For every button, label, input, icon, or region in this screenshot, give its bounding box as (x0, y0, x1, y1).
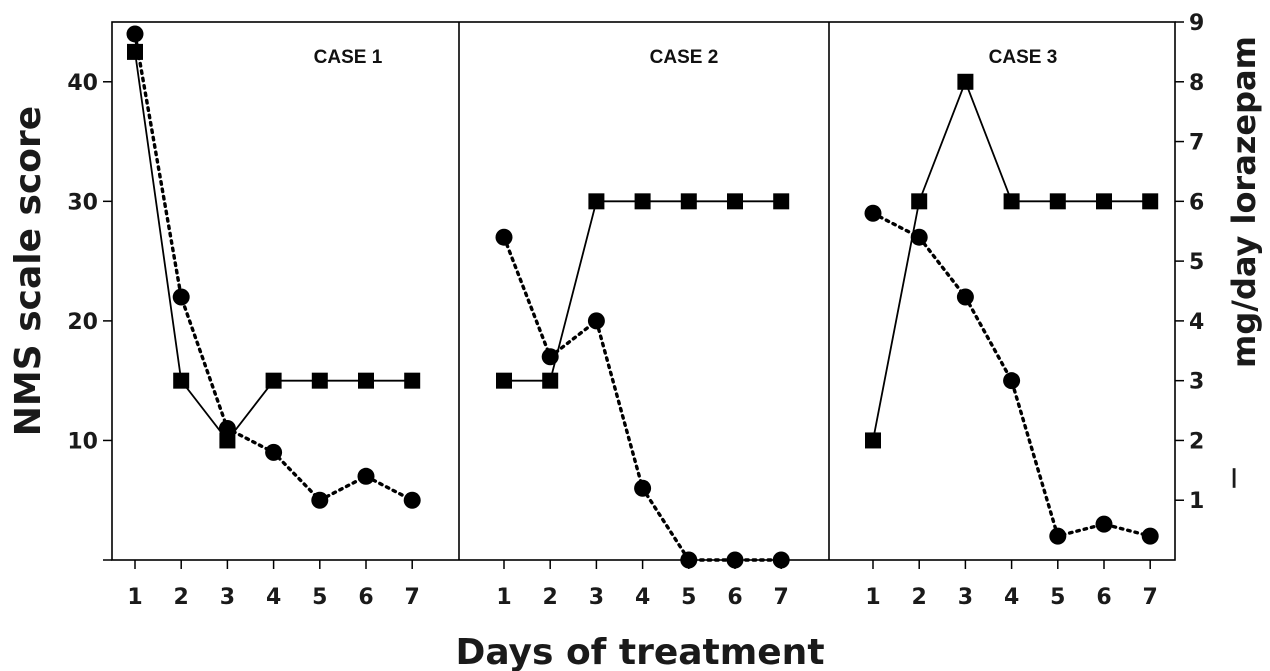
x-tick-label: 1 (865, 585, 880, 610)
lorazepam-point (173, 372, 190, 389)
panel-title-case-1: CASE 1 (314, 47, 383, 68)
y-right-tick-label: 7 (1189, 131, 1204, 156)
nms-point (956, 288, 974, 306)
lorazepam-point (727, 193, 743, 210)
x-tick-label: 4 (1004, 585, 1019, 610)
lorazepam-point (404, 372, 421, 389)
lorazepam-point (865, 432, 881, 449)
nms-point (403, 491, 421, 509)
nms-line-case-2 (502, 235, 783, 562)
nms-point (772, 551, 790, 569)
nms-point (172, 288, 190, 306)
lorazepam-point (127, 43, 143, 60)
y-left-tick-label: 20 (67, 310, 98, 335)
x-tick-label: 5 (681, 585, 696, 610)
panel-title-case-3: CASE 3 (989, 47, 1058, 68)
lorazepam-point (542, 372, 559, 389)
lorazepam-point (1142, 193, 1159, 210)
y-right-tick-label: 3 (1189, 370, 1204, 395)
x-tick-label: 2 (174, 585, 189, 610)
y-axis-left-label: NMS scale score (8, 106, 49, 436)
y-left-tick-label: 10 (67, 429, 98, 454)
nms-point (1003, 372, 1021, 390)
y-axis-right-label: mg/day lorazepam (1225, 36, 1263, 368)
lorazepam-point (911, 193, 928, 210)
lorazepam-point (311, 372, 328, 389)
x-tick-label: 2 (912, 585, 927, 610)
nms-point (680, 551, 698, 569)
x-tick-label: 7 (774, 585, 789, 610)
nms-point (218, 419, 236, 437)
nms-point (726, 551, 744, 569)
nms-point (587, 312, 605, 330)
nms-point (910, 228, 928, 246)
x-tick-label: 5 (1050, 585, 1065, 610)
x-tick-label: 3 (220, 585, 235, 610)
lorazepam-point (265, 372, 282, 389)
nms-point (541, 348, 559, 366)
plot-frame (111, 21, 1176, 561)
lorazepam-point (588, 193, 605, 210)
x-axis-label: Days of treatment (455, 632, 824, 671)
nms-line-case-1 (133, 32, 414, 503)
x-tick-label: 7 (405, 585, 420, 610)
y-right-tick-label: 9 (1189, 11, 1204, 36)
nms-point (311, 491, 329, 509)
x-tick-label: 5 (312, 585, 327, 610)
lorazepam-point (773, 193, 790, 210)
x-tick-label: 6 (1096, 585, 1111, 610)
lorazepam-point (680, 193, 697, 210)
x-tick-label: 1 (496, 585, 511, 610)
nms-point (1049, 527, 1067, 545)
lorazepam-point (219, 432, 236, 449)
y-axis-right-marker: — (1221, 467, 1246, 489)
y-right-tick-label: 2 (1189, 429, 1204, 454)
y-left-tick-label: 30 (67, 190, 98, 215)
x-tick-label: 3 (958, 585, 973, 610)
y-right-tick-label: 5 (1189, 250, 1204, 275)
nms-point (634, 479, 652, 497)
x-tick-label: 4 (635, 585, 650, 610)
lorazepam-point (1049, 193, 1066, 210)
y-right-tick-label: 6 (1189, 190, 1204, 215)
lorazepam-point (634, 193, 651, 210)
y-right-tick-label: 8 (1189, 71, 1204, 96)
lorazepam-point (358, 372, 374, 389)
x-tick-label: 2 (543, 585, 558, 610)
nms-point (1141, 527, 1159, 545)
y-left-tick-label: 40 (67, 71, 98, 96)
nms-point (1095, 515, 1113, 533)
nms-point (265, 443, 283, 461)
nms-point (126, 25, 144, 43)
lorazepam-point (1003, 193, 1020, 210)
x-tick-label: 3 (589, 585, 604, 610)
lorazepam-point (957, 73, 974, 90)
nms-point (864, 204, 882, 222)
lorazepam-point (1096, 193, 1112, 210)
nms-point (357, 467, 375, 485)
y-right-tick-label: 1 (1189, 489, 1204, 514)
plot-area: 10 20 30 40 1 2 3 4 5 6 7 8 9 1 2 3 4 5 6 7 CASE 1 1 2 3 4 5 6 7 CAS… (67, 11, 1204, 610)
x-tick-label: 6 (358, 585, 373, 610)
panel-title-case-2: CASE 2 (650, 47, 719, 68)
lorazepam-point (496, 372, 512, 389)
x-tick-label: 6 (727, 585, 742, 610)
x-tick-label: 4 (266, 585, 281, 610)
x-tick-label: 1 (127, 585, 142, 610)
nms-point (495, 228, 513, 246)
x-tick-label: 7 (1143, 585, 1158, 610)
y-right-tick-label: 4 (1189, 310, 1204, 335)
